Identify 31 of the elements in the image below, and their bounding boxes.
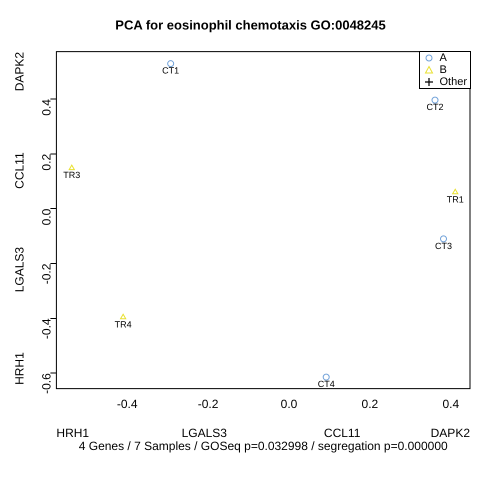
text: LGALS3 xyxy=(12,246,26,292)
x-tick-label: -0.4 xyxy=(116,397,138,412)
y-tick-label: -0.6 xyxy=(40,372,54,394)
text: DAPK2 xyxy=(12,52,26,92)
text: HRH1 xyxy=(56,426,90,440)
annotation: CT1 xyxy=(162,66,180,76)
text: DAPK2 xyxy=(430,426,470,440)
x-tick-label: 0.2 xyxy=(362,397,379,412)
x-tick-label: 0.0 xyxy=(280,397,298,412)
x-tick-label: 0.4 xyxy=(442,397,460,412)
text: CCL11 xyxy=(324,426,361,440)
text: LGALS3 xyxy=(182,426,228,440)
annotation: CT2 xyxy=(426,102,444,112)
annotation: TR3 xyxy=(63,170,80,180)
y-tick-label: -0.4 xyxy=(40,318,54,340)
y-tick-label: 0.0 xyxy=(40,208,54,226)
chart-title: PCA for eosinophil chemotaxis GO:0048245 xyxy=(115,17,386,32)
annotation: TR1 xyxy=(446,194,464,204)
x-tick-label: -0.2 xyxy=(198,397,219,412)
legend-label: A xyxy=(438,52,448,64)
legend-label: Other xyxy=(438,76,467,88)
annotation: TR4 xyxy=(114,319,132,330)
y-tick-label: 0.2 xyxy=(40,154,54,171)
text: 4 Genes / 7 Samples / GOSeq p=0.032998 / segregation p=0.000000 xyxy=(78,438,448,453)
y-tick-label: -0.2 xyxy=(40,263,54,284)
text: CCL11 xyxy=(12,152,26,189)
y-tick-label: 0.4 xyxy=(40,98,54,116)
annotation: CT4 xyxy=(318,379,335,390)
annotation: CT3 xyxy=(435,240,452,251)
text: HRH1 xyxy=(12,352,26,385)
legend-label: B xyxy=(438,64,448,76)
